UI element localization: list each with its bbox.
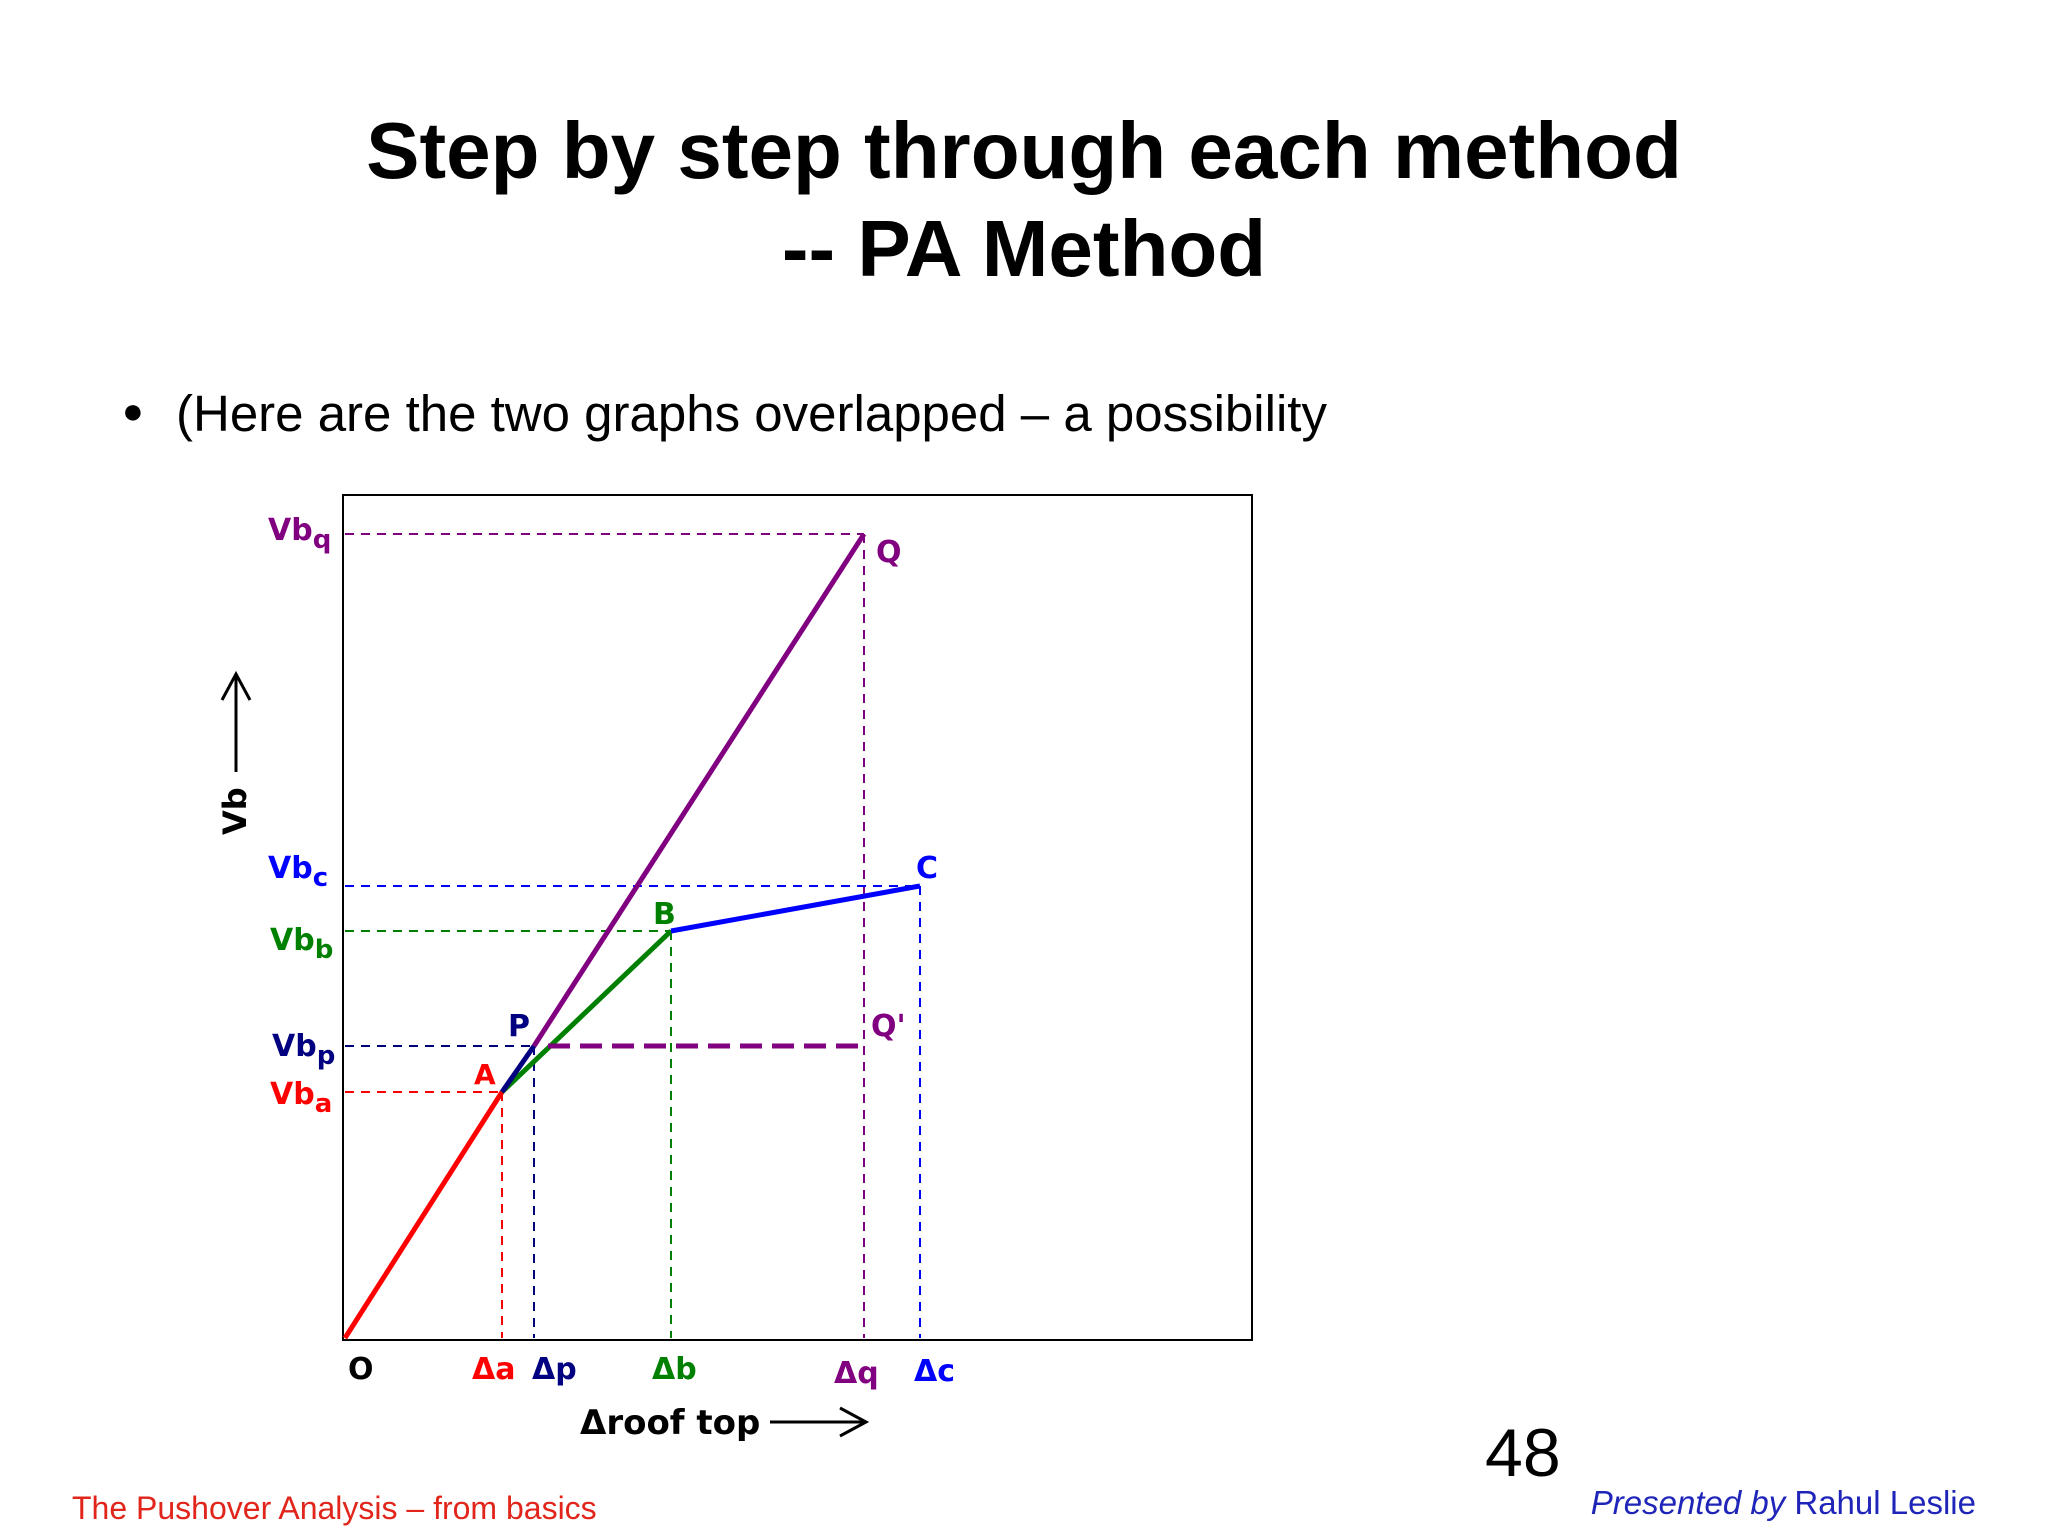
x-axis-label: Δroof top: [580, 1403, 760, 1443]
footer-right-text: Presented by Rahul Leslie: [1591, 1484, 1976, 1522]
x-axis-arrow-icon: [770, 1406, 870, 1438]
segment-ab: [500, 929, 673, 1094]
y-tick-vbc: Vbc: [268, 851, 328, 893]
x-tick-da: Δa: [472, 1352, 515, 1387]
segment-bc: [670, 883, 921, 934]
point-label-q-prime: Q': [871, 1009, 906, 1044]
guide-lines: [345, 533, 921, 1338]
bullet-dot-icon: ●: [122, 390, 144, 431]
point-label-q: Q: [876, 535, 902, 570]
plot-frame: [342, 494, 1253, 1341]
segment-pq: [531, 532, 867, 1048]
bullet-text: (Here are the two graphs overlapped – a …: [176, 385, 1327, 442]
y-tick-vba: Vba: [270, 1077, 332, 1119]
point-label-b: B: [653, 897, 676, 932]
segment-ap: [499, 1044, 537, 1094]
point-label-c: C: [916, 851, 938, 886]
y-axis-label: Vb: [216, 787, 254, 835]
x-tick-dq: Δq: [834, 1356, 879, 1391]
page-number: 48: [1485, 1415, 1561, 1491]
y-tick-vbb: Vbb: [270, 923, 333, 965]
footer-author: Rahul Leslie: [1794, 1484, 1976, 1521]
point-label-p: P: [508, 1009, 530, 1044]
slide-title: Step by step through each method -- PA M…: [0, 102, 2048, 298]
x-tick-dp: Δp: [532, 1352, 577, 1387]
x-tick-dc: Δc: [914, 1354, 955, 1389]
point-label-a: A: [474, 1058, 496, 1091]
y-tick-vbq: Vbq: [268, 513, 331, 555]
y-axis-arrow-icon: [220, 670, 252, 772]
y-tick-vbp: Vbp: [272, 1029, 335, 1071]
footer-left-text: The Pushover Analysis – from basics: [72, 1490, 597, 1526]
segment-oa: [342, 1090, 505, 1340]
origin-label: O: [348, 1352, 374, 1387]
title-line-1: Step by step through each method: [366, 106, 1682, 195]
x-tick-db: Δb: [652, 1352, 697, 1387]
title-line-2: -- PA Method: [781, 204, 1267, 293]
footer-presented-by: Presented by: [1590, 1484, 1786, 1521]
